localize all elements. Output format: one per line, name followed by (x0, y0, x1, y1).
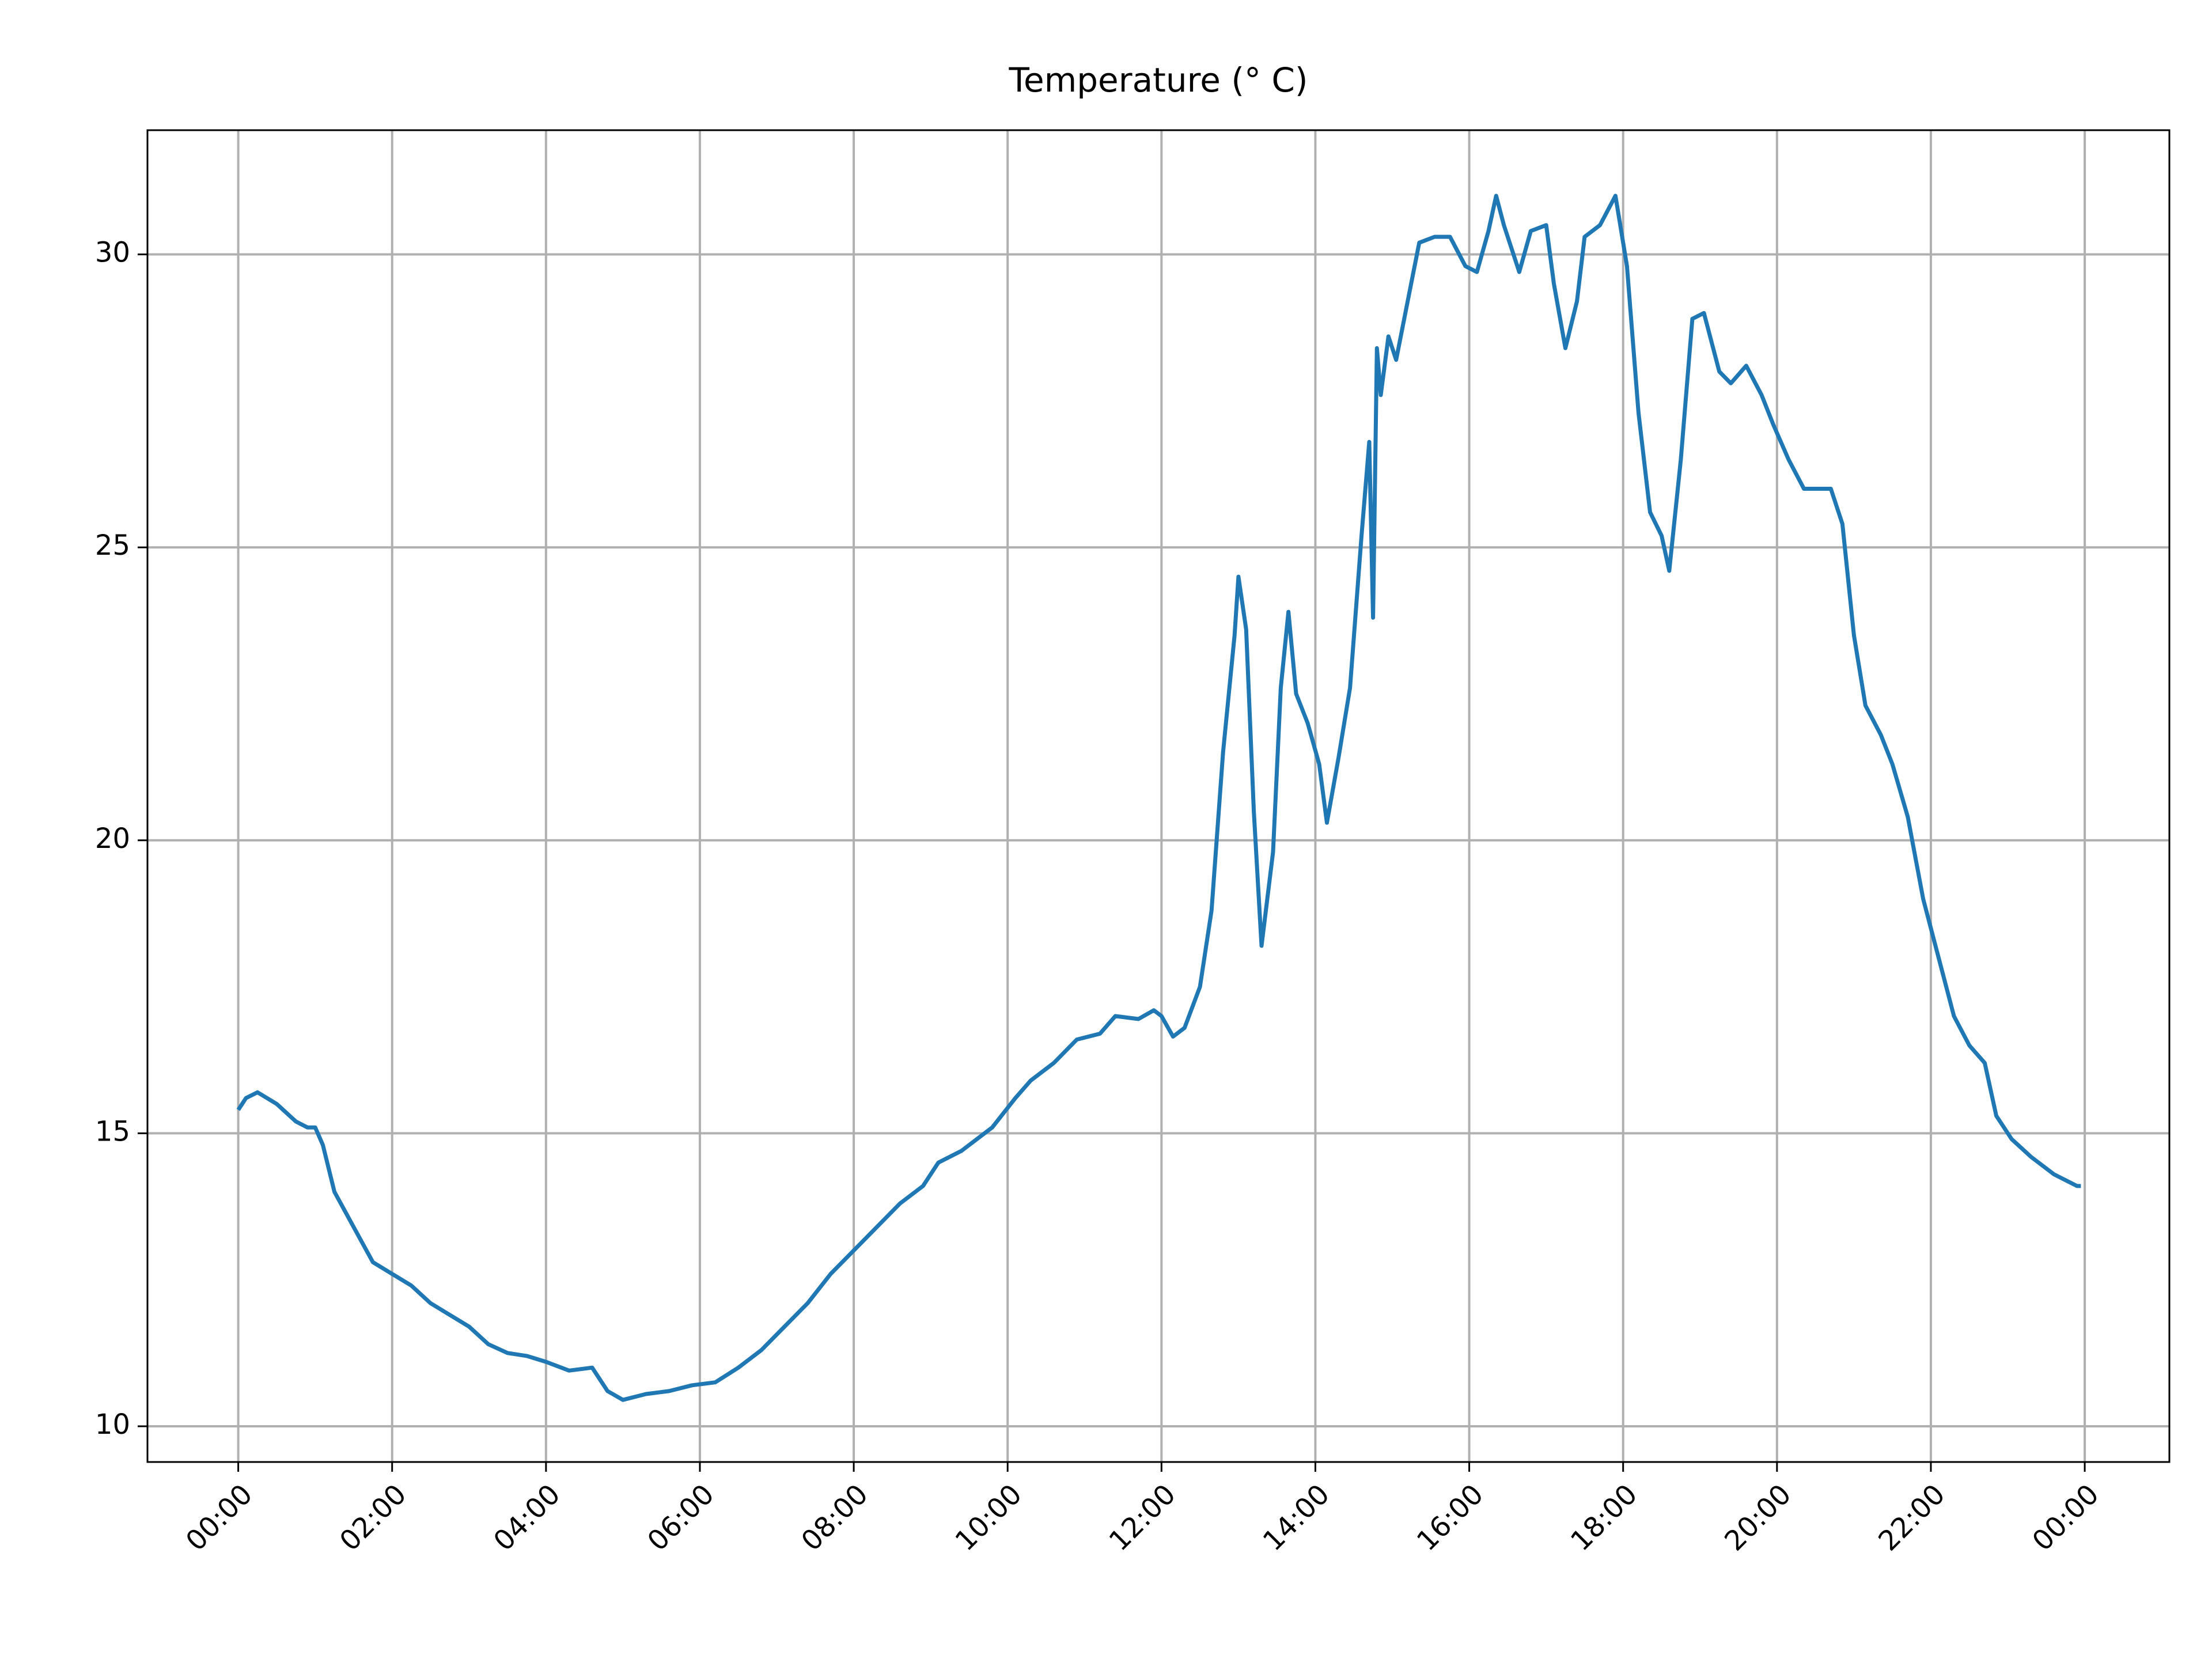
y-tick-label: 10 (95, 1408, 130, 1441)
y-tick-label: 15 (95, 1115, 130, 1147)
y-tick-label: 25 (95, 529, 130, 562)
line (236, 194, 2081, 1402)
chart-title: Temperature (° C) (1008, 60, 1308, 100)
y-tick-label: 20 (95, 823, 130, 855)
plot-frame (146, 129, 2171, 1463)
y-tick-label: 30 (95, 237, 130, 269)
